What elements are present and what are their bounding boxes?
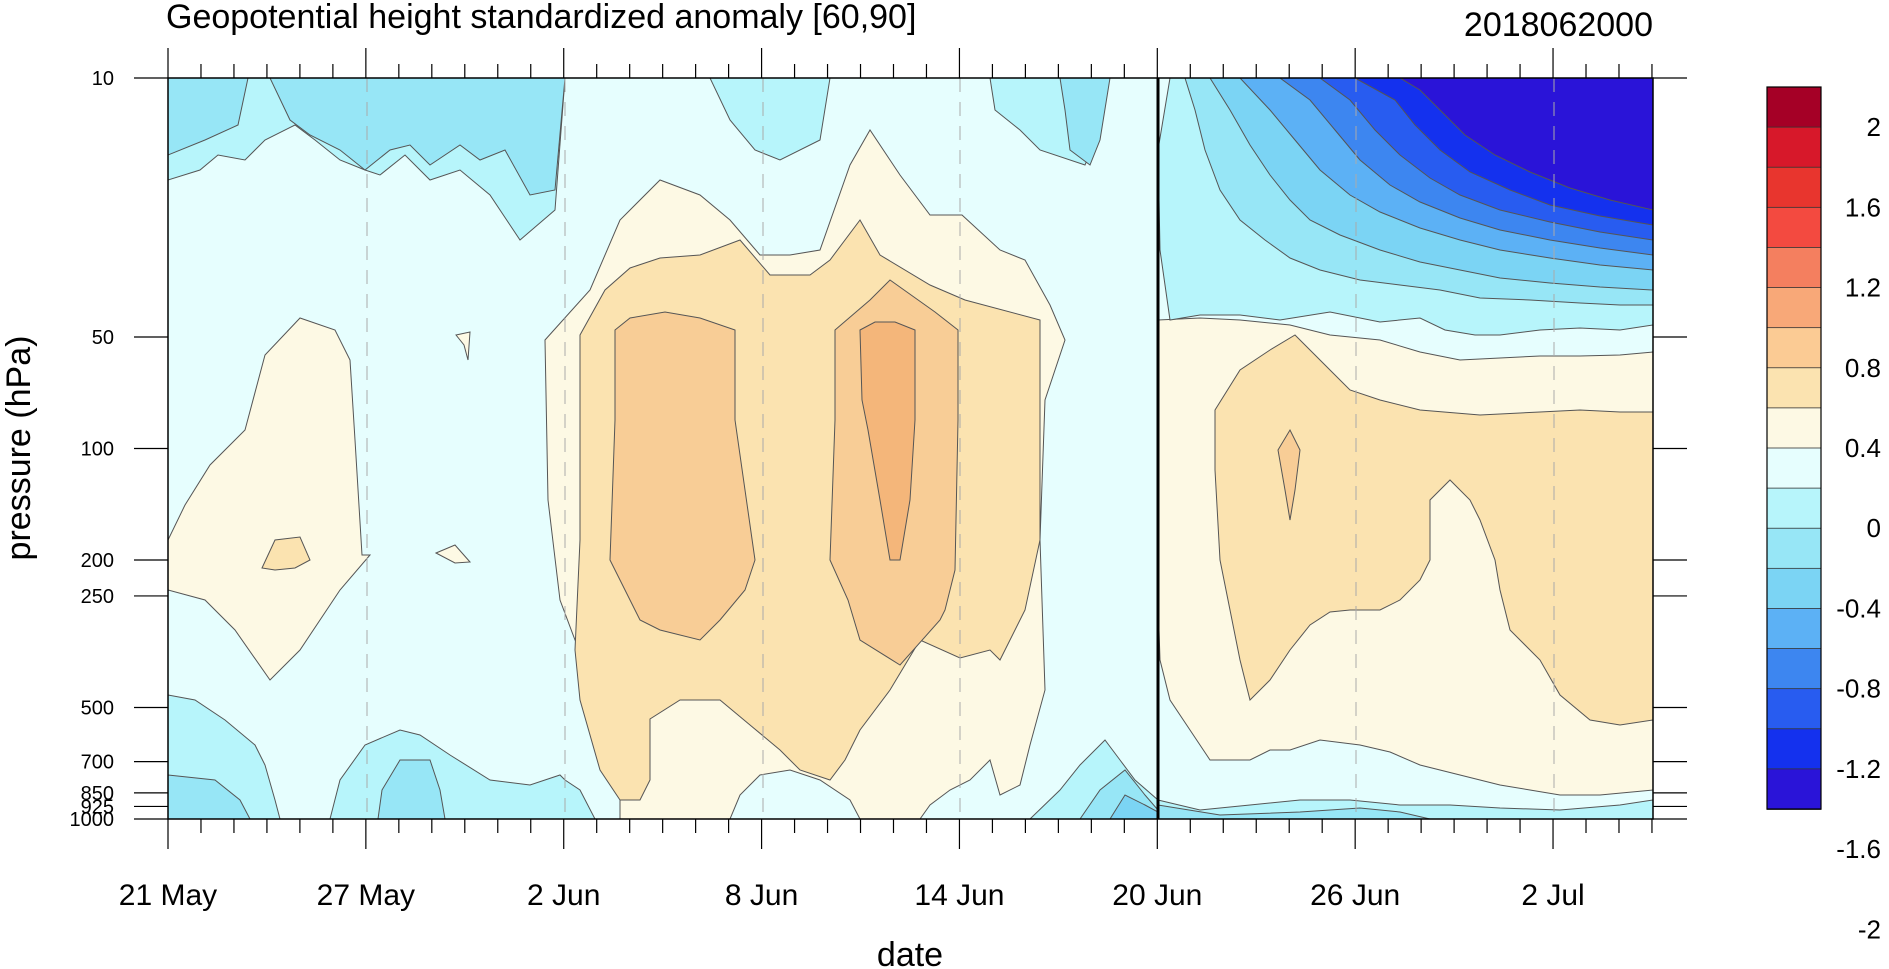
colorbar-segment	[1766, 487, 1822, 530]
x-tick-label: 14 Jun	[914, 879, 1004, 912]
colorbar-label: -1.2	[1836, 754, 1881, 784]
colorbar-segment	[1766, 447, 1822, 490]
colorbar-label: -0.4	[1836, 593, 1881, 623]
x-tick-label: 26 Jun	[1310, 879, 1400, 912]
contour-neg-bottom-2	[168, 759, 446, 819]
contour-pos-right-mid	[1214, 334, 1653, 726]
colorbar-segment	[1766, 126, 1822, 169]
contour-pos-small	[434, 331, 472, 564]
colorbar-segment	[1766, 728, 1822, 770]
plot-area	[167, 77, 1654, 820]
y-tick-label: 100	[81, 439, 114, 461]
contour-neg-bottom-left	[168, 694, 596, 819]
y-axis-label: pressure (hPa)	[0, 336, 38, 561]
contour-neg-right-bottom-2	[1079, 769, 1431, 819]
y-axis-ticks	[134, 77, 1687, 820]
contour-strat-7	[1399, 78, 1653, 211]
colorbar-segment	[1766, 206, 1822, 249]
colorbar-segment	[1766, 648, 1822, 690]
x-axis-label: date	[877, 936, 943, 969]
y-tick-label: 250	[81, 586, 114, 608]
colorbar-label: -2	[1858, 914, 1881, 944]
colorbar-label: 2	[1867, 112, 1881, 142]
contour-pos-right-inner	[1277, 428, 1301, 521]
x-tick-label: 2 Jul	[1521, 879, 1584, 912]
x-tick-label: 8 Jun	[725, 879, 798, 912]
colorbar-segment	[1766, 86, 1822, 129]
y-tick-label: 700	[81, 752, 114, 774]
y-tick-label: 1000	[70, 809, 115, 831]
colorbar-segment	[1766, 688, 1822, 730]
x-axis-ticks	[167, 48, 1653, 849]
colorbar-label: 0.8	[1845, 353, 1881, 383]
colorbar-segment	[1766, 608, 1822, 650]
y-tick-label: 850	[81, 783, 114, 805]
colorbar-label: 1.2	[1845, 273, 1881, 303]
contour-pos-left-inner	[261, 536, 311, 571]
colorbar: 2 1.6 1.2 0.8 0.4 0 -0.4 -0.8 -1.2 -1.6 -2	[1766, 86, 1881, 944]
contour-neg-top-4	[1059, 78, 1111, 166]
x-tick-label: 2 Jun	[527, 879, 600, 912]
colorbar-segment	[1766, 407, 1822, 449]
contour-neg-right-bottom-3	[1109, 794, 1159, 819]
colorbar-label: -1.6	[1836, 834, 1881, 864]
colorbar-label: 0	[1867, 513, 1881, 543]
colorbar-label: -0.8	[1836, 674, 1881, 704]
colorbar-segment	[1766, 567, 1822, 610]
contour-pos-left-bubble	[168, 317, 372, 681]
colorbar-segment	[1766, 527, 1822, 570]
y-tick-label: 500	[81, 697, 114, 719]
date-gridlines	[366, 78, 1555, 819]
y-tick-label: 10	[92, 68, 114, 90]
colorbar-segment	[1766, 768, 1822, 810]
x-tick-label: 20 Jun	[1112, 879, 1202, 912]
x-tick-labels: 21 May 27 May 2 Jun 8 Jun 14 Jun 20 Jun 26 Jun…	[119, 879, 1585, 912]
y-tick-label: 200	[81, 550, 114, 572]
date-stamp: 2018062000	[1464, 6, 1653, 44]
colorbar-segment	[1766, 247, 1822, 289]
colorbar-segment	[1766, 327, 1822, 369]
colorbar-segment	[1766, 287, 1822, 329]
y-tick-label: 50	[92, 327, 114, 349]
chart-title: Geopotential height standardized anomaly…	[166, 0, 916, 36]
contour-pos-center-core2-inner	[859, 321, 916, 561]
colorbar-frame	[1766, 86, 1822, 810]
colorbar-label: 0.4	[1845, 433, 1881, 463]
colorbar-label: 1.6	[1845, 192, 1881, 222]
x-tick-label: 21 May	[119, 879, 217, 912]
colorbar-segment	[1766, 166, 1822, 209]
y-tick-label: 925	[81, 796, 114, 818]
colorbar-segment	[1766, 367, 1822, 409]
x-tick-label: 27 May	[317, 879, 415, 912]
contour-pos-center-core1	[609, 311, 756, 641]
